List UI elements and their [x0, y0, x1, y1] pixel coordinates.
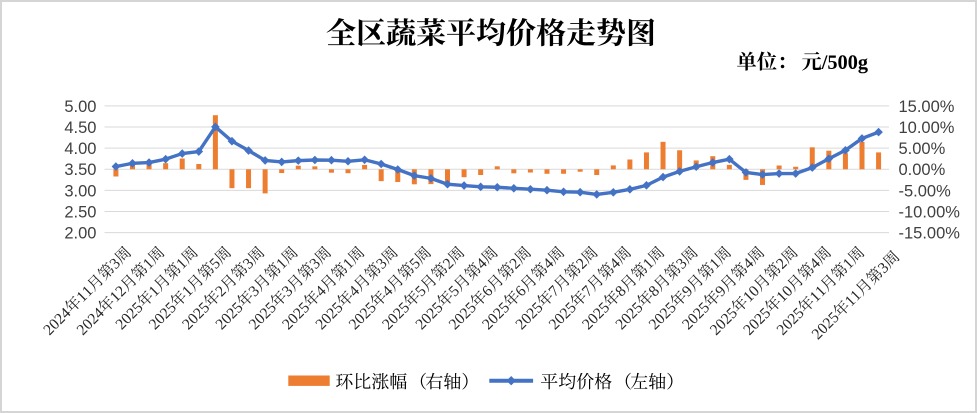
svg-text:0.00%: 0.00%	[899, 161, 946, 179]
svg-text:-15.00%: -15.00%	[899, 225, 961, 243]
svg-text:2.50: 2.50	[64, 203, 96, 221]
svg-text:3.00: 3.00	[64, 182, 96, 200]
svg-text:5.00: 5.00	[64, 98, 96, 116]
svg-text:4.00: 4.00	[64, 140, 96, 158]
svg-text:5.00%: 5.00%	[899, 140, 946, 158]
svg-text:3.50: 3.50	[64, 161, 96, 179]
svg-text:2.00: 2.00	[64, 225, 96, 243]
svg-text:4.50: 4.50	[64, 119, 96, 137]
svg-text:10.00%: 10.00%	[899, 119, 955, 137]
svg-text:-10.00%: -10.00%	[899, 203, 961, 221]
svg-text:-5.00%: -5.00%	[899, 182, 952, 200]
svg-text:15.00%: 15.00%	[899, 98, 955, 116]
